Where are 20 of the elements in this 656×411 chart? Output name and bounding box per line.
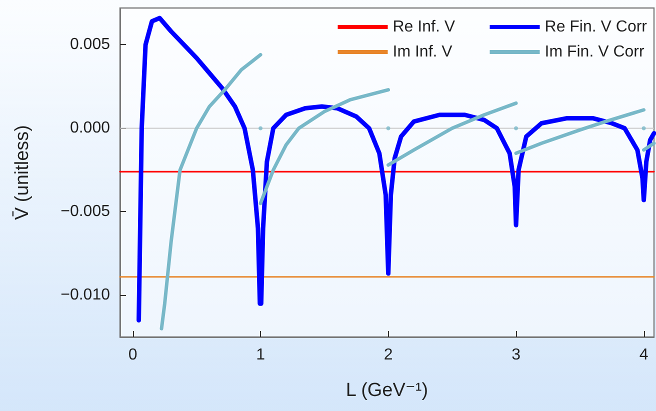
- y-tick-label: 0.000: [70, 120, 110, 137]
- x-tick-label: 1: [256, 346, 266, 364]
- y-tick-label: 0.005: [70, 36, 110, 54]
- legend-label: Im Inf. V: [392, 44, 453, 60]
- y-axis-title: V̄ (unitless): [12, 124, 33, 220]
- line-series: [136, 16, 656, 323]
- x-tick-label: 0: [128, 346, 138, 364]
- x-tick-label: 2: [384, 346, 393, 364]
- line-series: [258, 88, 390, 206]
- x-tick-label: 3: [512, 346, 521, 364]
- y-tick-label: −0.005: [60, 203, 110, 220]
- x-tick-label: 4: [639, 346, 648, 364]
- line-series: [514, 108, 646, 156]
- legend-label: Re Inf. V: [392, 18, 456, 36]
- legend-label: Re Fin. V Corr: [544, 18, 648, 36]
- line-series: [160, 53, 262, 330]
- legend-label: Im Fin. V Corr: [544, 44, 645, 60]
- x-axis-title: L (GeV⁻¹): [346, 380, 428, 401]
- line-series: [386, 101, 518, 167]
- y-tick-label: −0.010: [60, 286, 110, 304]
